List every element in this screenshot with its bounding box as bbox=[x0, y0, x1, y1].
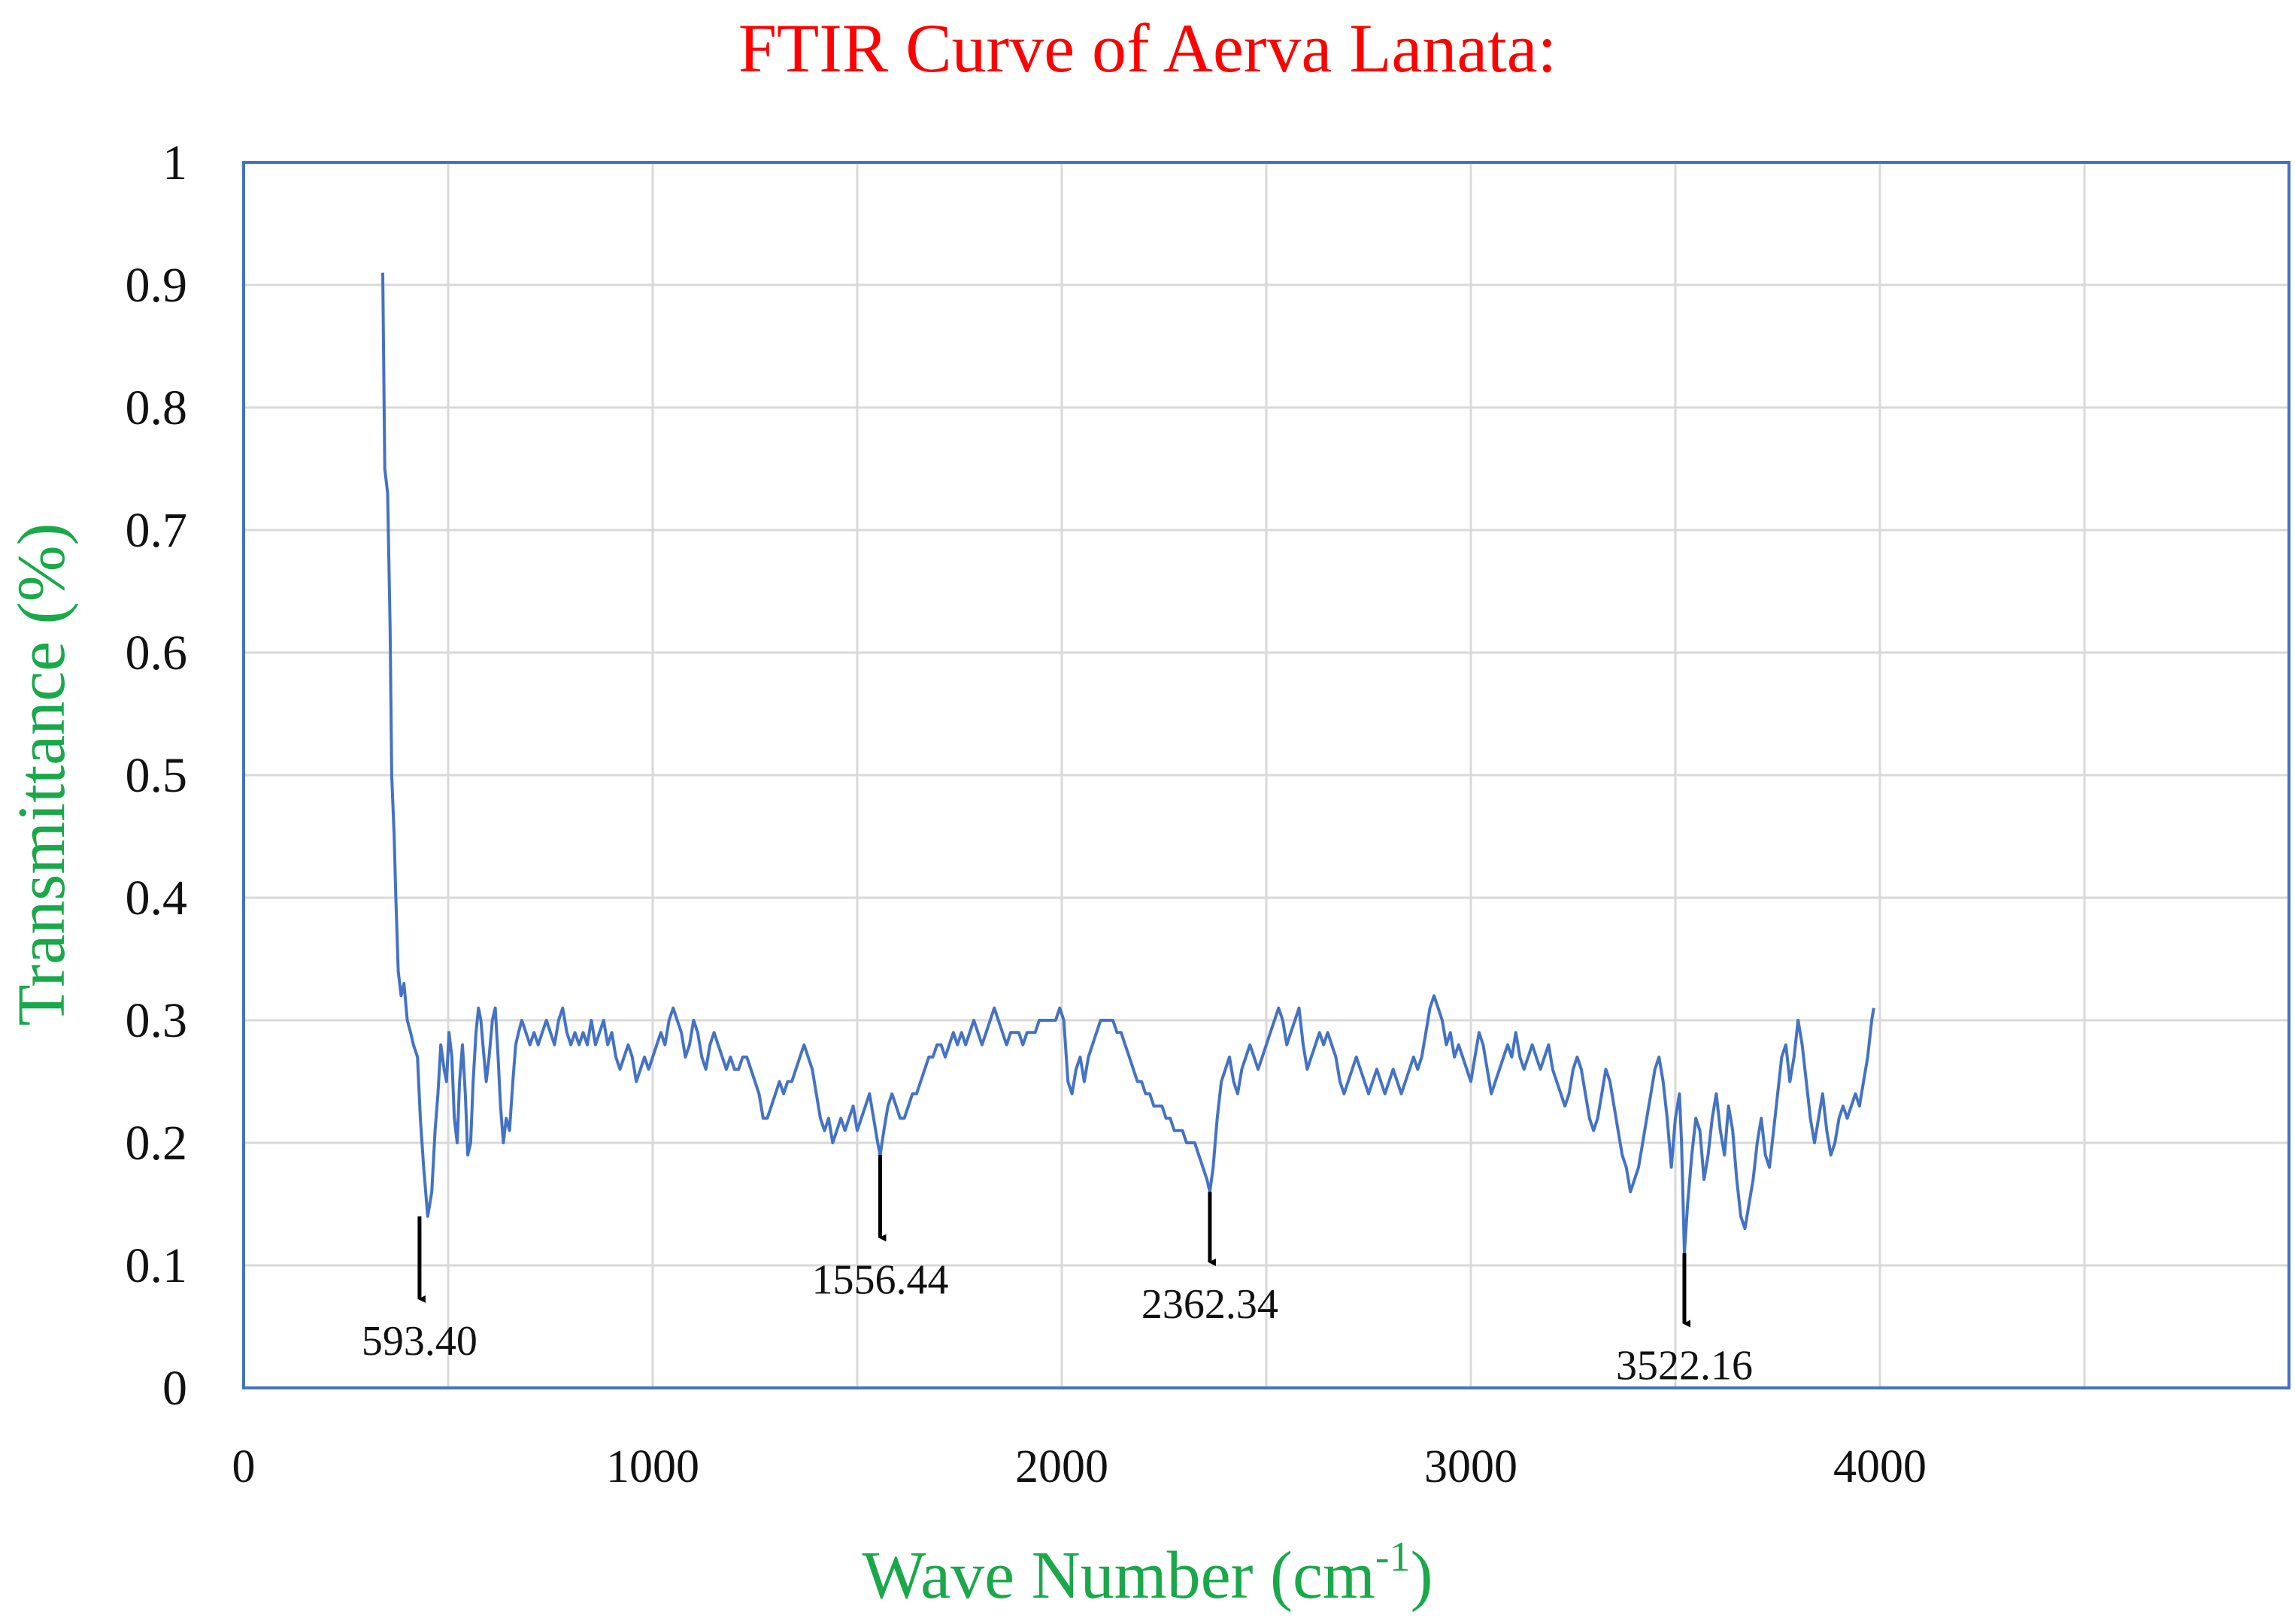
x-tick-labels: 0 1000 2000 3000 4000 bbox=[232, 1441, 1927, 1492]
x-tick-label: 3000 bbox=[1424, 1441, 1517, 1492]
x-tick-label: 1000 bbox=[606, 1441, 699, 1492]
y-tick-label: 0.2 bbox=[126, 1116, 188, 1171]
y-tick-label: 0.9 bbox=[126, 258, 188, 313]
x-tick-label: 4000 bbox=[1833, 1441, 1927, 1492]
y-tick-label: 0.3 bbox=[126, 993, 188, 1048]
y-tick-label: 0.4 bbox=[126, 871, 188, 926]
y-tick-label: 0.8 bbox=[126, 380, 188, 435]
x-axis-label-suffix: ) bbox=[1411, 1538, 1433, 1613]
y-axis-label: Transmittance (%) bbox=[5, 523, 79, 1026]
chart-title: FTIR Curve of Aerva Lanata: bbox=[738, 10, 1557, 86]
peak-label: 593.40 bbox=[362, 1318, 477, 1365]
y-tick-label: 1 bbox=[162, 135, 187, 190]
transmittance-series-line bbox=[381, 272, 1875, 1255]
y-tick-label: 0.7 bbox=[126, 503, 188, 558]
peak-label: 3522.16 bbox=[1616, 1343, 1753, 1389]
x-axis-label: Wave Number (cm-1) bbox=[862, 1534, 1432, 1613]
x-tick-label: 2000 bbox=[1015, 1441, 1108, 1492]
peak-label: 1556.44 bbox=[811, 1256, 948, 1303]
y-tick-label: 0.1 bbox=[126, 1238, 188, 1293]
x-axis-label-superscript: -1 bbox=[1375, 1534, 1411, 1580]
peak-label: 2362.34 bbox=[1141, 1281, 1278, 1328]
y-tick-label: 0.5 bbox=[126, 748, 188, 803]
y-tick-label: 0 bbox=[162, 1361, 187, 1416]
peak-annotations: 593.40 1556.44 2362.34 3522.16 bbox=[362, 1155, 1753, 1389]
y-tick-label: 0.6 bbox=[126, 626, 188, 680]
x-axis-label-main: Wave Number (cm bbox=[862, 1538, 1375, 1613]
grid bbox=[244, 162, 2289, 1388]
plot-frame bbox=[242, 161, 2290, 1389]
y-tick-labels: 0 0.1 0.2 0.3 0.4 0.5 0.6 0.7 0.8 0.9 1 bbox=[126, 135, 188, 1416]
x-tick-label: 0 bbox=[232, 1441, 256, 1492]
